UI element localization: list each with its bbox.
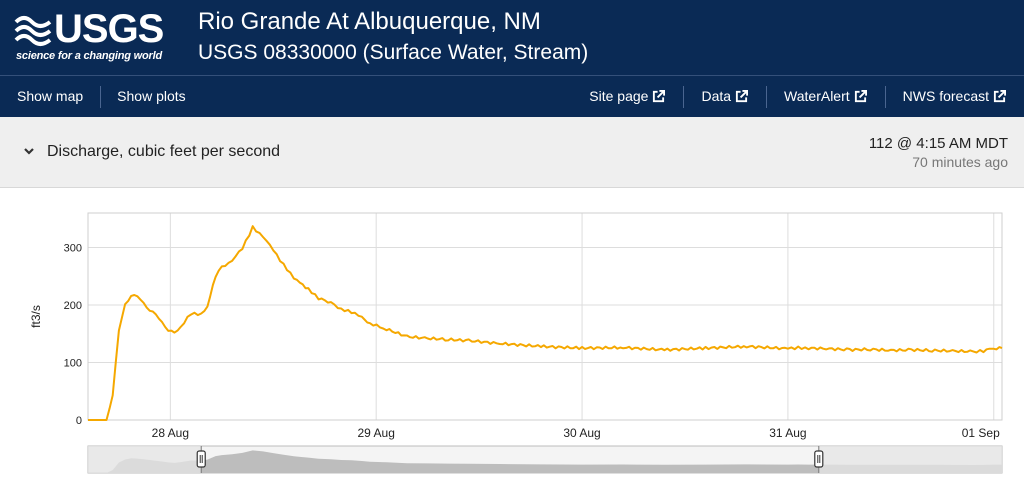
show-plots-button[interactable]: Show plots [100, 76, 202, 117]
discharge-line [88, 225, 1003, 421]
y-tick-label: 100 [64, 358, 82, 370]
nav-left: Show map Show plots [0, 76, 203, 117]
hydrograph-chart[interactable]: 0 100 200 300 28 Aug 29 Aug 30 Aug 31 Aug 01 Se… [0, 187, 1024, 485]
chevron-down-icon[interactable] [22, 144, 36, 158]
wateralert-link[interactable]: WaterAlert [766, 76, 885, 117]
plot-frame [87, 212, 1003, 421]
site-page-link[interactable]: Site page [571, 76, 683, 117]
site-page-link-label: Site page [589, 88, 649, 104]
show-map-button[interactable]: Show map [17, 88, 84, 104]
x-tick-label: 29 Aug [358, 426, 395, 440]
brush-unselected-right [818, 446, 1002, 473]
y-tick-label: 300 [64, 243, 82, 255]
brush-handle-left[interactable] [196, 446, 206, 473]
brush-overview[interactable] [87, 445, 1003, 474]
x-tick-label: 28 Aug [152, 426, 189, 440]
data-link[interactable]: Data [683, 76, 766, 117]
header-divider [0, 75, 1024, 76]
y-tick-label: 0 [76, 415, 82, 427]
logo-tagline: science for a changing world [16, 50, 162, 62]
chart-grid [88, 213, 1002, 421]
parameter-label: Discharge, cubic feet per second [47, 143, 281, 160]
nav-right: Site page Data WaterAlert NWS forecast [571, 76, 1024, 117]
site-id: USGS 08330000 (Surface Water, Stream) [198, 41, 589, 64]
data-link-label: Data [701, 88, 732, 104]
site-name: Rio Grande At Albuquerque, NM [198, 8, 541, 35]
brush-area [88, 450, 1002, 473]
latest-value: 112 @ 4:15 AM MDT [868, 135, 1008, 152]
brush-unselected-left [88, 446, 202, 473]
nws-forecast-link-label: NWS forecast [902, 88, 989, 104]
nws-forecast-link[interactable]: NWS forecast [884, 76, 1024, 117]
usgs-wave-icon [14, 16, 52, 46]
site-header: USGS science for a changing world Rio Gr… [0, 0, 1024, 117]
y-axis: 0 100 200 300 [64, 243, 82, 428]
x-tick-label: 31 Aug [769, 426, 806, 440]
brush-grip[interactable] [196, 450, 206, 468]
brush-handle-right[interactable] [814, 446, 824, 473]
external-link-icon [653, 90, 666, 103]
usgs-logo[interactable]: USGS science for a changing world [14, 7, 164, 66]
external-link-icon [735, 90, 749, 103]
external-link-icon [993, 90, 1006, 103]
logo-wordmark: USGS [54, 7, 164, 51]
x-axis: 28 Aug 29 Aug 30 Aug 31 Aug 01 Sep [152, 426, 1000, 440]
brush-grip[interactable] [814, 450, 824, 468]
x-tick-label: 01 Sep [962, 426, 1000, 440]
x-tick-label: 30 Aug [563, 426, 600, 440]
parameter-row[interactable]: Discharge, cubic feet per second 112 @ 4… [0, 117, 1024, 188]
external-link-icon [854, 90, 867, 103]
wateralert-link-label: WaterAlert [784, 88, 850, 104]
latest-age: 70 minutes ago [912, 154, 1008, 170]
y-tick-label: 200 [64, 300, 82, 312]
y-axis-label: ft3/s [29, 305, 43, 328]
